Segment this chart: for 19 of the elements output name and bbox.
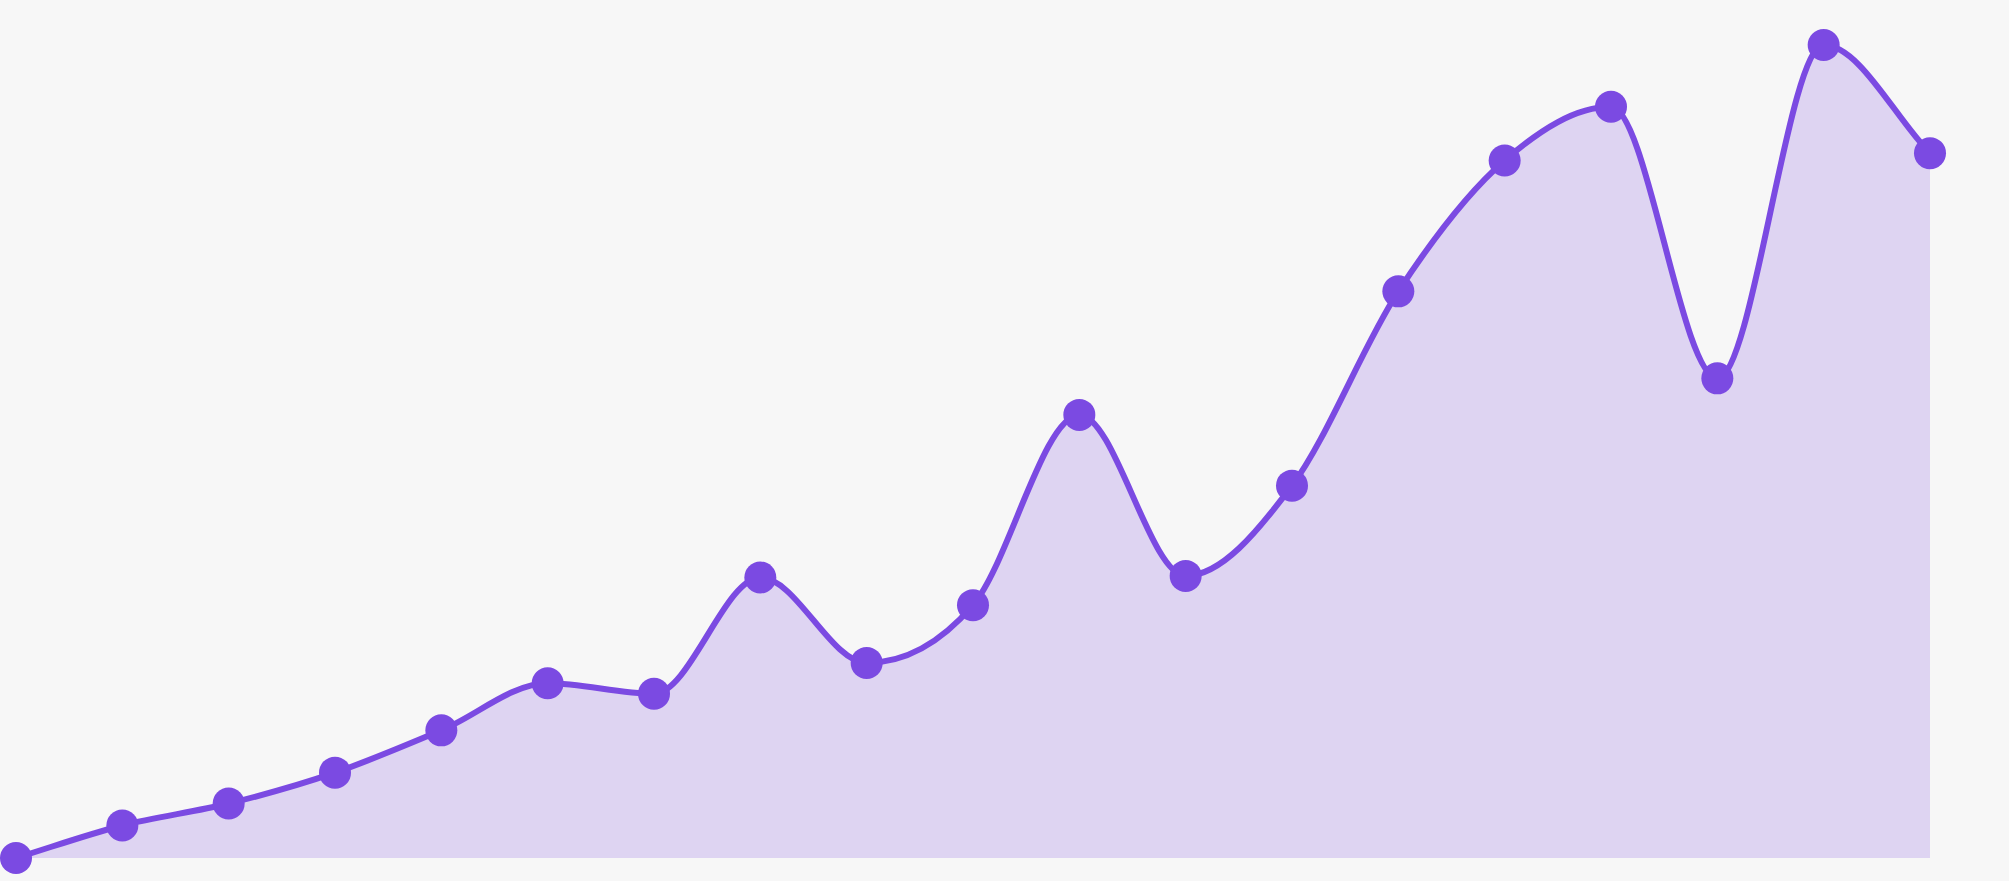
point — [212, 787, 245, 820]
point — [1169, 559, 1202, 592]
point — [425, 714, 458, 747]
point — [1595, 90, 1627, 123]
point — [957, 589, 989, 622]
point — [531, 667, 564, 700]
point — [106, 809, 139, 842]
point — [1488, 144, 1521, 177]
point — [1382, 275, 1415, 308]
point — [744, 561, 777, 594]
point — [638, 677, 670, 710]
point — [1701, 362, 1734, 395]
point — [1276, 469, 1308, 502]
point — [1807, 29, 1840, 61]
point — [1914, 137, 1946, 170]
point — [1063, 398, 1096, 431]
point — [319, 756, 351, 789]
point — [0, 842, 32, 874]
point — [850, 646, 883, 679]
